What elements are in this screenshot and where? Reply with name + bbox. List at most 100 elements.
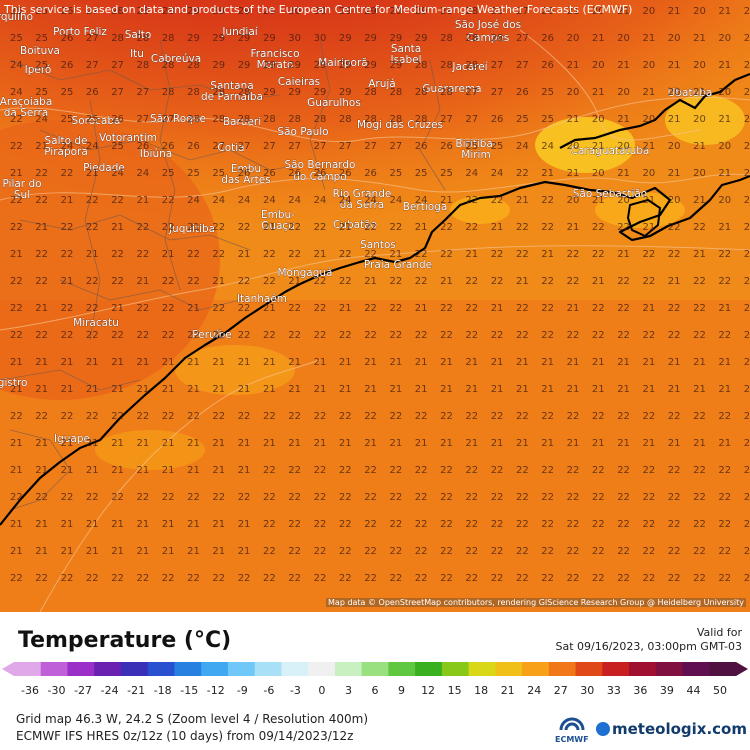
grid-value: 21: [111, 222, 124, 233]
grid-value: 21: [415, 222, 428, 233]
grid-value: 22: [465, 492, 478, 503]
grid-value: 22: [288, 519, 301, 530]
scale-tick-label: -30: [48, 684, 66, 697]
scale-tick-label: 33: [607, 684, 621, 697]
grid-value: 21: [643, 222, 656, 233]
grid-value: 20: [567, 195, 580, 206]
grid-value: 28: [440, 60, 453, 71]
grid-value: 22: [390, 492, 403, 503]
scale-tick-label: 18: [474, 684, 488, 697]
grid-value: 20: [718, 87, 731, 98]
grid-value: 29: [187, 33, 200, 44]
grid-value: 27: [516, 6, 529, 17]
grid-value: 21: [61, 546, 74, 557]
grid-value: 21: [744, 276, 750, 287]
grid-value: 22: [491, 330, 504, 341]
grid-value: 22: [643, 519, 656, 530]
grid-value: 22: [339, 465, 352, 476]
grid-value: 22: [541, 465, 554, 476]
grid-value: 22: [238, 411, 251, 422]
grid-value: 22: [693, 303, 706, 314]
grid-value: 24: [288, 195, 301, 206]
grid-value: 24: [364, 195, 377, 206]
grid-value: 25: [35, 60, 48, 71]
grid-value: 24: [516, 141, 529, 152]
grid-value: 22: [137, 492, 150, 503]
grid-value: 22: [643, 492, 656, 503]
grid-value: 22: [491, 411, 504, 422]
grid-value: 22: [465, 573, 478, 584]
grid-value: 21: [187, 384, 200, 395]
grid-value: 20: [718, 33, 731, 44]
city-label: Mogi das Cruzes: [357, 119, 443, 131]
grid-value: 21: [491, 303, 504, 314]
grid-value: 21: [187, 438, 200, 449]
grid-value: 22: [86, 330, 99, 341]
grid-value: 22: [187, 276, 200, 287]
meteologix-text: meteologix.com: [612, 720, 747, 738]
grid-value: 21: [162, 357, 175, 368]
grid-value: 25: [516, 114, 529, 125]
grid-value: 22: [541, 519, 554, 530]
grid-value: 21: [61, 519, 74, 530]
grid-value: 22: [718, 465, 731, 476]
grid-value: 28: [415, 60, 428, 71]
grid-value: 21: [567, 303, 580, 314]
grid-value: 21: [440, 438, 453, 449]
grid-value: 25: [35, 6, 48, 17]
color-swatch: [147, 662, 175, 676]
grid-value: 21: [86, 384, 99, 395]
grid-value: 22: [415, 573, 428, 584]
city-label: São Paulo: [277, 126, 328, 138]
grid-value: 22: [440, 573, 453, 584]
grid-value: 28: [314, 114, 327, 125]
grid-value: 22: [465, 465, 478, 476]
grid-value: 22: [288, 492, 301, 503]
grid-value: 22: [288, 330, 301, 341]
grid-value: 21: [86, 168, 99, 179]
grid-value: 28: [491, 6, 504, 17]
grid-value: 28: [364, 114, 377, 125]
grid-value: 29: [212, 33, 225, 44]
grid-value: 22: [415, 492, 428, 503]
grid-value: 21: [238, 384, 251, 395]
grid-value: 27: [212, 141, 225, 152]
grid-value: 26: [541, 33, 554, 44]
ecmwf-logo: ECMWF: [555, 716, 589, 746]
grid-value: 21: [288, 276, 301, 287]
grid-value: 22: [35, 276, 48, 287]
grid-value: 28: [465, 6, 478, 17]
coastline: [0, 174, 750, 526]
grid-value: 21: [744, 141, 750, 152]
grid-value: 21: [35, 357, 48, 368]
grid-value: 20: [744, 168, 750, 179]
grid-value: 22: [288, 249, 301, 260]
meteologix-brand[interactable]: meteologix.com: [596, 720, 747, 738]
grid-value: 22: [415, 276, 428, 287]
grid-value: 21: [61, 384, 74, 395]
meteologix-logo-icon: [596, 722, 610, 736]
grid-value: 21: [541, 384, 554, 395]
grid-value: 22: [668, 411, 681, 422]
grid-value: 21: [491, 222, 504, 233]
temperature-map[interactable]: Cerquilho Porto Feliz Salto Jundiaí São José…: [0, 0, 750, 612]
grid-value: 21: [440, 195, 453, 206]
grid-value: 21: [440, 384, 453, 395]
grid-value: 22: [491, 249, 504, 260]
city-label: Salto de: [44, 135, 87, 147]
scale-tick-label: 24: [527, 684, 541, 697]
grid-value: 28: [238, 114, 251, 125]
grid-value: 22: [491, 519, 504, 530]
grid-value: 22: [440, 492, 453, 503]
grid-value: 21: [643, 195, 656, 206]
grid-value: 22: [567, 276, 580, 287]
grid-value: 21: [162, 465, 175, 476]
grid-value: 26: [263, 168, 276, 179]
grid-value: 28: [491, 33, 504, 44]
grid-value: 22: [339, 330, 352, 341]
grid-value: 26: [111, 114, 124, 125]
map-attribution[interactable]: Map data © OpenStreetMap contributors, r…: [326, 598, 746, 607]
grid-value: 22: [390, 465, 403, 476]
grid-value: 21: [35, 303, 48, 314]
grid-value: 21: [314, 438, 327, 449]
